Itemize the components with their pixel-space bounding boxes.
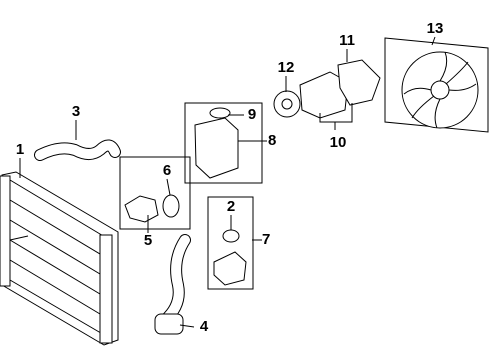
group-box bbox=[184, 102, 263, 184]
callout: 12 bbox=[278, 59, 295, 76]
cap bbox=[222, 229, 240, 243]
radiator-tank bbox=[99, 234, 113, 344]
pulley bbox=[273, 90, 301, 118]
hose-fill bbox=[35, 140, 120, 160]
callout: 3 bbox=[72, 103, 80, 120]
group-box bbox=[207, 196, 254, 290]
gasket bbox=[162, 194, 180, 218]
fan-blades bbox=[403, 51, 477, 129]
reservoir-cap bbox=[209, 107, 231, 119]
callout: 9 bbox=[248, 106, 256, 123]
leader-lines bbox=[19, 36, 436, 328]
callout: 5 bbox=[144, 232, 152, 249]
water-pump bbox=[299, 71, 349, 119]
radiator-inlet bbox=[9, 235, 29, 241]
fan bbox=[401, 51, 479, 129]
hose-fill bbox=[160, 235, 190, 325]
upper-hose bbox=[34, 139, 121, 161]
radiator-tank bbox=[0, 175, 11, 287]
pulley-hub bbox=[281, 98, 293, 110]
radiator-fins bbox=[9, 179, 111, 337]
callout: 11 bbox=[339, 32, 355, 49]
water-outlet bbox=[213, 251, 247, 286]
group-box bbox=[119, 156, 191, 230]
radiator bbox=[0, 171, 119, 346]
pump-gasket bbox=[337, 59, 381, 106]
reservoir bbox=[194, 117, 239, 179]
callout: 4 bbox=[200, 318, 209, 335]
callout: 10 bbox=[330, 134, 347, 151]
fan-assembly bbox=[384, 37, 489, 133]
callout: 6 bbox=[163, 162, 171, 179]
callout: 13 bbox=[427, 20, 444, 37]
callout: 7 bbox=[262, 231, 270, 248]
callout: 8 bbox=[268, 132, 276, 149]
hose-clamp bbox=[154, 313, 184, 335]
lower-hose bbox=[154, 234, 191, 335]
callout: 2 bbox=[227, 198, 235, 215]
thermostat-housing bbox=[124, 195, 159, 223]
callout: 1 bbox=[16, 141, 24, 158]
